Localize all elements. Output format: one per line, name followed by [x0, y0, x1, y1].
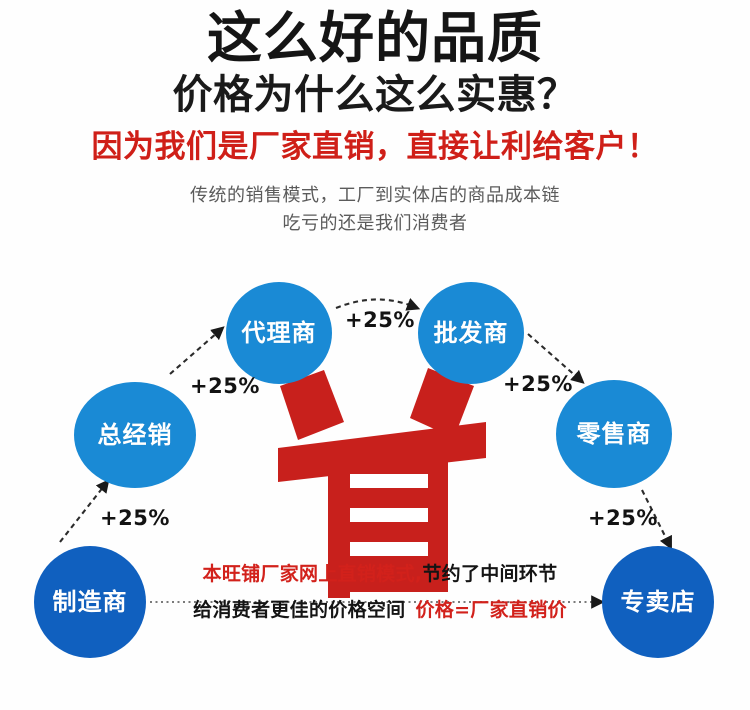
markup-label-wholesaler-retailer: +25% — [503, 372, 573, 396]
node-retailer-label: 零售商 — [576, 420, 652, 448]
direct-sale-caption-line-1-black: 节约了中间环节 — [422, 563, 558, 585]
supply-chain-diagram: 制造商 总经销 代理商 批发商 零售商 专卖店 +25% +25% +25% +… — [0, 270, 750, 710]
arrow-agent-to-wholesaler — [335, 298, 421, 311]
arrow-manufacturer-to-general — [59, 479, 110, 543]
direct-sale-caption-line-2-red: 价格=厂家直销价 — [415, 598, 567, 621]
node-retailer[interactable]: 零售商 — [556, 380, 672, 488]
node-manufacturer-label: 制造商 — [52, 588, 128, 616]
direct-sale-caption-line-2-black: 给消费者更佳的价格空间 — [193, 598, 406, 621]
node-agent[interactable]: 代理商 — [226, 282, 332, 384]
markup-label-manufacturer-general: +25% — [100, 506, 170, 530]
markup-label-general-agent: +25% — [190, 374, 260, 398]
markup-label-retailer-store: +25% — [588, 506, 658, 530]
connector-arrows-layer — [59, 298, 672, 609]
arrow-retailer-to-store — [641, 489, 672, 550]
direct-sale-caption: 本旺铺厂家网上直销模式,节约了中间环节 给消费者更佳的价格空间 价格=厂家直销价 — [150, 562, 610, 623]
node-manufacturer[interactable]: 制造商 — [34, 546, 146, 658]
direct-sale-caption-line-1-red: 本旺铺厂家网上直销模式, — [202, 563, 423, 585]
page-title: 这么好的品质 — [206, 6, 543, 70]
node-general-distributor[interactable]: 总经销 — [74, 382, 196, 488]
subtitle-line-1: 传统的销售模式，工厂到实体店的商品成本链 — [190, 184, 560, 206]
node-general-distributor-label: 总经销 — [97, 421, 173, 449]
hero-header: 这么好的品质 价格为什么这么实惠？ 因为我们是厂家直销，直接让利给客户！ 传统的… — [0, 0, 750, 238]
markup-label-agent-wholesaler: +25% — [345, 308, 415, 332]
node-wholesaler[interactable]: 批发商 — [418, 282, 524, 384]
subtitle-line-2: 吃亏的还是我们消费者 — [282, 212, 468, 234]
direct-sale-caption-line-1: 本旺铺厂家网上直销模式,节约了中间环节 — [150, 562, 610, 588]
arrow-wholesaler-to-retailer — [527, 333, 585, 384]
headline-accent: 因为我们是厂家直销，直接让利给客户！ — [91, 128, 659, 165]
arrow-general-to-agent — [169, 326, 225, 375]
node-exclusive-store-label: 专卖店 — [620, 588, 696, 616]
headline-secondary: 价格为什么这么实惠？ — [172, 71, 578, 118]
node-exclusive-store[interactable]: 专卖店 — [602, 546, 714, 658]
direct-sale-caption-line-2: 给消费者更佳的价格空间 价格=厂家直销价 — [150, 598, 610, 624]
node-wholesaler-label: 批发商 — [433, 319, 509, 347]
node-agent-label: 代理商 — [241, 319, 317, 347]
